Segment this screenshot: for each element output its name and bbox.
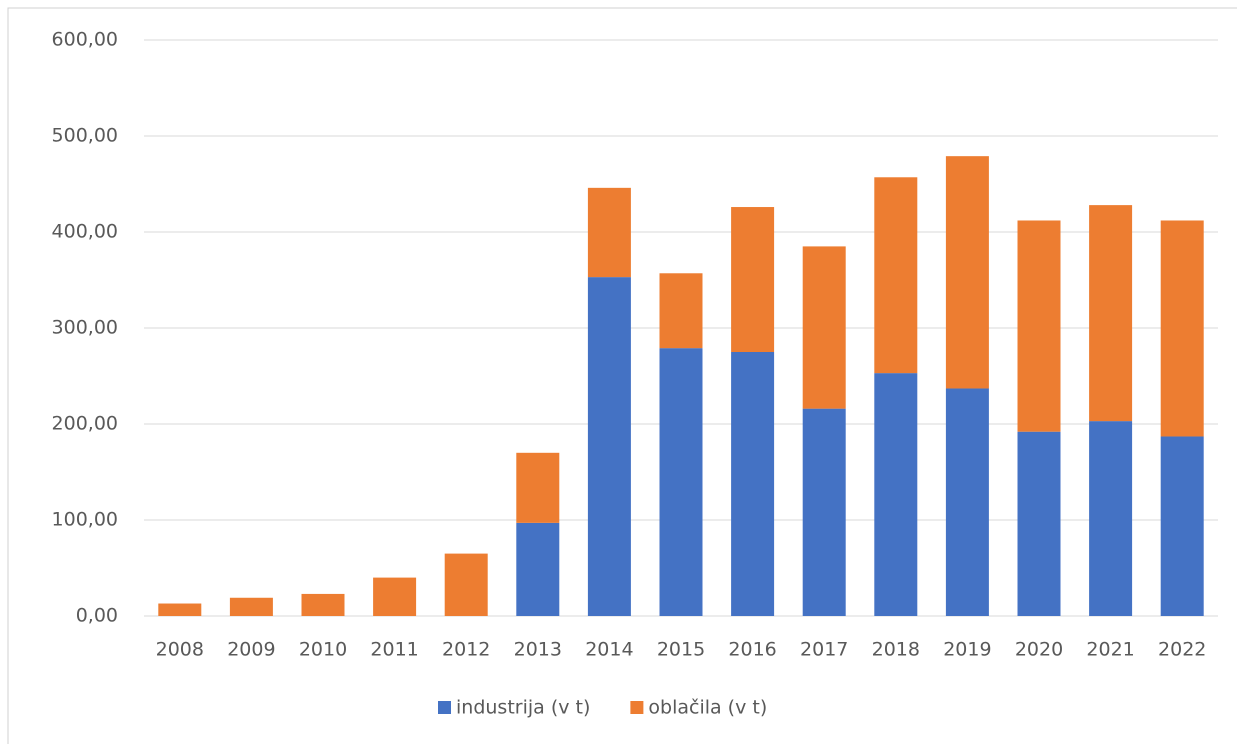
bar-segment [1017,220,1061,432]
y-tick-label: 600,00 [52,29,118,51]
bar-segment [1160,220,1204,437]
legend-label: oblačila (v t) [648,697,767,719]
x-tick-label: 2008 [156,639,204,661]
bar-segment [373,577,417,616]
x-tick-label: 2012 [442,639,490,661]
bar-segment [516,522,560,616]
bar-segment [1089,421,1133,616]
x-tick-label: 2010 [299,639,347,661]
x-tick-label: 2014 [585,639,633,661]
legend-label: industrija (v t) [456,697,590,719]
x-tick-label: 2017 [800,639,848,661]
bar-segment [874,373,918,616]
bar-segment [1160,436,1204,616]
x-tick-label: 2011 [370,639,418,661]
legend-swatch [630,701,644,714]
y-tick-label: 500,00 [52,125,118,147]
x-tick-label: 2018 [872,639,920,661]
x-tick-label: 2021 [1086,639,1134,661]
bar-segment [802,246,846,409]
bar-segment [1017,431,1061,616]
bar-segment [945,388,989,616]
x-tick-label: 2016 [728,639,776,661]
bar-segment [731,352,775,616]
bar-segment [874,177,918,374]
bar-segment [444,553,488,616]
bar-segment [516,452,560,523]
chart-frame [7,7,1237,744]
x-tick-label: 2009 [227,639,275,661]
bar-segment [1089,205,1133,422]
bar-segment [587,187,631,278]
y-tick-label: 300,00 [52,317,118,339]
bar-segment [659,273,703,349]
bar-segment [945,156,989,389]
bar-segment [229,597,273,616]
y-tick-label: 100,00 [52,509,118,531]
x-tick-label: 2019 [943,639,991,661]
bar-segment [659,348,703,616]
x-tick-label: 2015 [657,639,705,661]
bar-segment [587,277,631,616]
x-tick-label: 2022 [1158,639,1206,661]
bar-segment [158,603,202,616]
x-tick-label: 2013 [514,639,562,661]
bar-segment [731,207,775,352]
x-tick-label: 2020 [1015,639,1063,661]
bar-segment [802,408,846,616]
y-tick-label: 400,00 [52,221,118,243]
y-tick-label: 0,00 [76,605,118,627]
bar-segment [301,593,345,616]
legend-swatch [438,701,451,714]
y-tick-label: 200,00 [52,413,118,435]
